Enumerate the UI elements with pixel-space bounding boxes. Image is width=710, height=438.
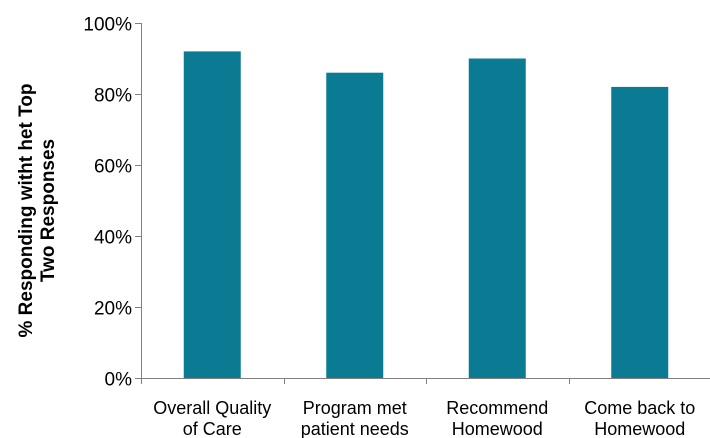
- x-tick-label: Come back to Homewood: [584, 398, 695, 438]
- y-tick-label: 80%: [94, 86, 132, 107]
- bar: [183, 51, 241, 379]
- x-tick-label: Program met patient needs: [301, 398, 409, 438]
- y-axis-ticks: 0% 20% 40% 60% 80% 100%: [83, 15, 141, 391]
- y-axis-title: % Responding witht het TopTwo Responses: [16, 83, 59, 337]
- bar: [611, 86, 669, 379]
- x-tick-label: Recommend Homewood: [446, 398, 548, 438]
- y-tick-label: 100%: [83, 15, 132, 36]
- bar: [468, 58, 526, 378]
- y-tick-label: 60%: [94, 157, 132, 178]
- bar: [326, 72, 384, 378]
- y-tick-label: 20%: [94, 299, 132, 320]
- y-axis-title-text: % Responding witht het TopTwo Responses: [16, 83, 59, 337]
- x-axis-ticks: Overall Quality of Care Program met patient…: [141, 378, 695, 438]
- bars: [183, 51, 669, 379]
- y-tick-label: 0%: [105, 370, 133, 391]
- x-tick-label: Overall Quality of Care: [153, 398, 271, 438]
- y-tick-label: 40%: [94, 228, 132, 249]
